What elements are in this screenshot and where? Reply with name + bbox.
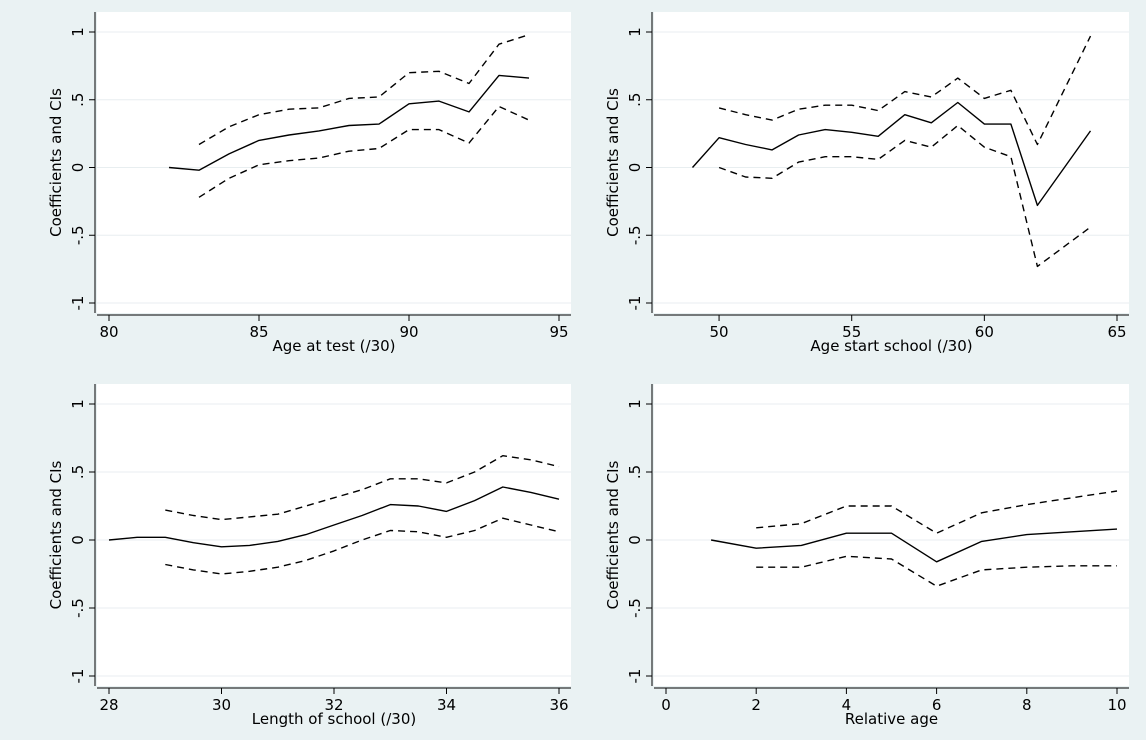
x-tick-label: 90	[399, 323, 418, 341]
y-tick-label: 0	[626, 163, 644, 173]
x-tick-label: 2	[751, 696, 761, 714]
x-tick-label: 4	[842, 696, 852, 714]
x-axis-title: Age at test (/30)	[272, 337, 395, 355]
series-group	[691, 35, 1092, 268]
gridlines	[654, 31, 1129, 304]
series-line-coefficient	[691, 101, 1092, 207]
x-tick-label: 55	[842, 323, 861, 341]
tick-labels: -1-.50.510 2 4 6 8 10	[626, 399, 1127, 714]
axes	[646, 384, 1129, 694]
y-tick-label: 0	[626, 535, 644, 545]
y-tick-label: 1	[69, 27, 87, 37]
panel-age-at-test: -1 -.5 0 .5 1 80 85 90 95 Age at test (/30) Coef…	[47, 12, 571, 355]
x-tick-label: 0	[661, 696, 671, 714]
panel-relative-age: -1-.50.510 2 4 6 8 10 Relative age Coefficien…	[604, 384, 1129, 728]
y-tick-label: -1	[626, 669, 644, 684]
series-line-coefficient	[710, 528, 1118, 563]
series-group	[168, 34, 530, 198]
x-tick-label: 50	[710, 323, 729, 341]
x-tick-label: 28	[99, 696, 118, 714]
y-tick-label: -1	[69, 296, 87, 311]
x-tick-label: 30	[212, 696, 231, 714]
gridlines	[654, 403, 1129, 677]
series-line-ci-1	[198, 34, 530, 146]
x-tick-label: 6	[932, 696, 942, 714]
y-axis-title: Coefficients and CIs	[47, 88, 65, 237]
x-tick-label: 32	[324, 696, 343, 714]
series-group	[108, 455, 560, 575]
y-tick-label: -.5	[626, 598, 644, 618]
y-tick-label: .5	[69, 93, 87, 107]
axes	[89, 384, 571, 694]
tick-labels: -1 -.5 0 .5 1 28 30 32 34 36	[69, 399, 569, 714]
series-line-ci-1	[756, 490, 1118, 534]
series-group	[710, 490, 1118, 587]
series-line-ci-2	[165, 517, 560, 575]
y-tick-label: 1	[626, 27, 644, 37]
plot-area	[654, 12, 1129, 313]
plot-area	[654, 384, 1129, 686]
plot-area	[97, 12, 571, 313]
series-line-ci-1	[718, 35, 1092, 146]
y-tick-label: -.5	[69, 598, 87, 618]
y-tick-label: -1	[69, 669, 87, 684]
y-tick-label: -1	[626, 296, 644, 311]
series-line-ci-2	[718, 124, 1091, 268]
x-axis-title: Relative age	[845, 710, 938, 728]
x-tick-label: 65	[1107, 323, 1126, 341]
x-tick-label: 8	[1022, 696, 1032, 714]
y-axis-title: Coefficients and CIs	[604, 460, 622, 609]
series-line-ci-2	[756, 555, 1117, 587]
y-tick-label: -.5	[626, 225, 644, 245]
y-tick-label: .5	[626, 465, 644, 479]
y-tick-label: .5	[69, 465, 87, 479]
y-tick-label: 0	[69, 535, 87, 545]
y-axis-title: Coefficients and CIs	[604, 88, 622, 237]
panel-length-of-school: -1 -.5 0 .5 1 28 30 32 34 36 Length of school (/3…	[47, 384, 571, 728]
y-tick-label: 0	[69, 163, 87, 173]
x-tick-label: 36	[549, 696, 568, 714]
x-tick-label: 10	[1107, 696, 1126, 714]
y-tick-label: 1	[626, 399, 644, 409]
x-tick-label: 85	[249, 323, 268, 341]
series-line-ci-2	[198, 105, 530, 198]
series-line-coefficient	[168, 74, 530, 171]
tick-labels: -1 -.5 0 .5 1 50 55 60 65	[626, 27, 1127, 341]
x-tick-label: 80	[99, 323, 118, 341]
panel-age-start-school: -1 -.5 0 .5 1 50 55 60 65 Age start school (/30)…	[604, 12, 1129, 355]
y-axis-title: Coefficients and CIs	[47, 460, 65, 609]
series-line-coefficient	[108, 486, 560, 548]
x-tick-label: 34	[437, 696, 456, 714]
axes	[89, 12, 571, 321]
x-axis-title: Length of school (/30)	[252, 710, 416, 728]
y-tick-label: -.5	[69, 225, 87, 245]
x-axis-title: Age start school (/30)	[810, 337, 972, 355]
y-tick-label: 1	[69, 399, 87, 409]
x-tick-label: 60	[975, 323, 994, 341]
x-tick-label: 95	[549, 323, 568, 341]
axes	[646, 12, 1129, 321]
tick-labels: -1 -.5 0 .5 1 80 85 90 95	[69, 27, 569, 341]
y-tick-label: .5	[626, 93, 644, 107]
series-line-ci-1	[165, 455, 560, 521]
plot-area	[97, 384, 571, 686]
